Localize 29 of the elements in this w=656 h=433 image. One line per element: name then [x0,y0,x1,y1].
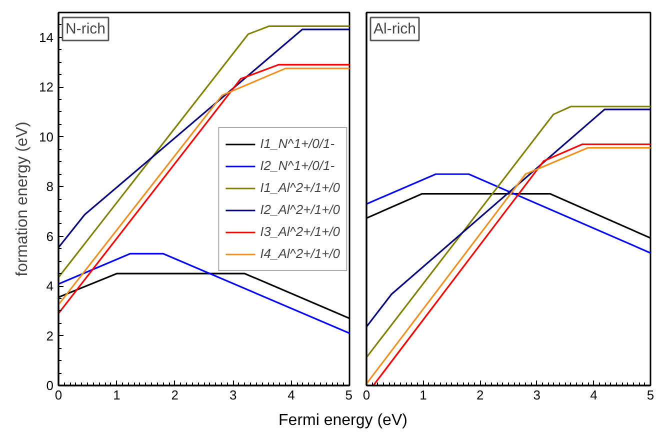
x-tick-label: 1 [113,388,120,402]
x-tick-label: 5 [646,388,654,402]
x-axis-title: Fermi energy (eV) [278,411,408,431]
x-tick-label: 1 [420,388,427,402]
text: Al-rich [374,20,416,38]
x-tick-label: 2 [476,388,484,402]
y-tick-label: 10 [39,129,54,144]
x-tick-label: 2 [171,388,179,402]
x-tick-label: 4 [288,388,295,402]
y-axis-title: formation energy (eV) [14,122,32,276]
x-tick-label: 0 [362,388,370,402]
legend-label: I1_Al^2+/1+/0 [260,179,340,196]
x-tick-label: 5 [345,388,353,402]
text: N-rich [66,20,106,38]
x-tick-label: 3 [533,388,541,402]
y-tick-label: 4 [46,278,54,294]
y-tick-label: 8 [46,179,54,194]
y-tick-label: 2 [46,328,54,344]
x-tick-label: 3 [229,388,237,402]
legend-label: I4_Al^2+/1+/0 [260,245,340,262]
legend-label: I1_N^1+/0/1- [260,135,335,152]
legend-label: I3_Al^2+/1+/0 [260,223,340,240]
legend-label: I2_Al^2+/1+/0 [260,201,340,218]
legend-label: I2_N^1+/0/1- [260,157,335,174]
y-tick-label: 6 [46,228,54,244]
x-tick-label: 4 [590,388,598,402]
y-tick-label: 0 [46,378,54,393]
y-tick-label: 14 [39,30,54,45]
y-tick-label: 12 [39,80,54,95]
